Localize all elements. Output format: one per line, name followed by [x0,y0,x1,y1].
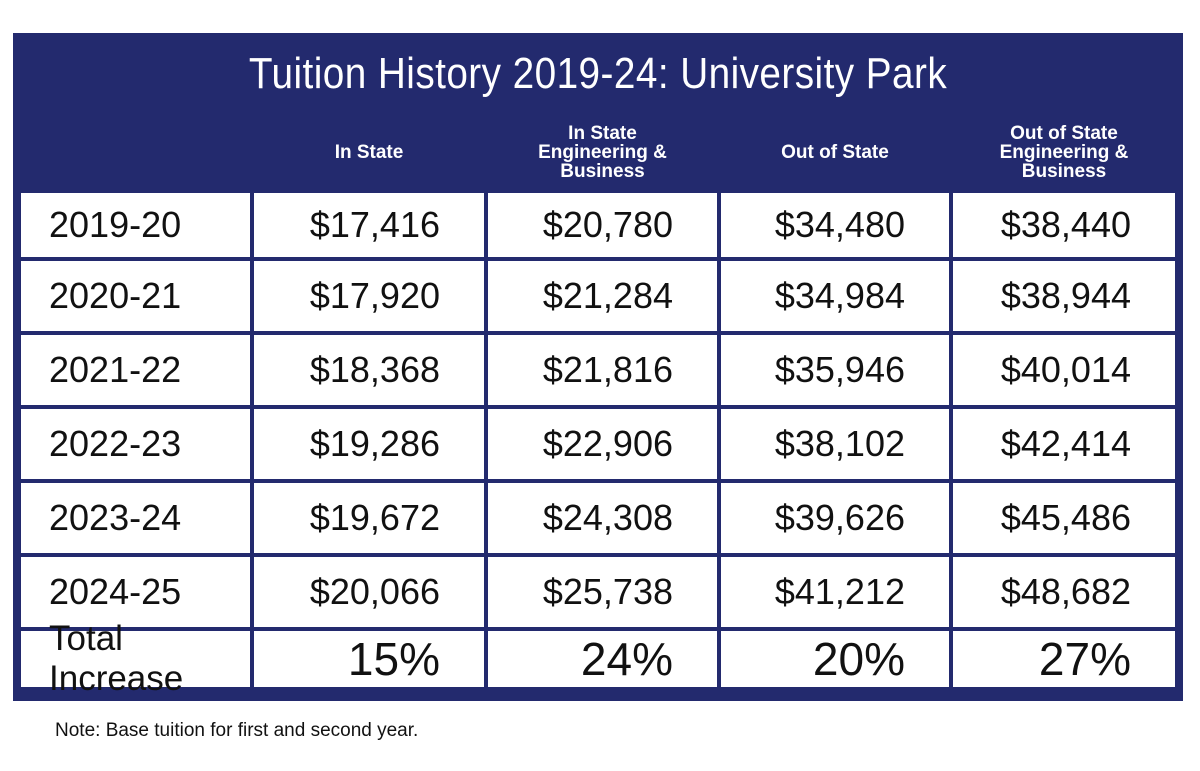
table-cell-value: $22,906 [488,409,717,479]
table-cell-value: $41,212 [721,557,949,627]
column-header: In State Engineering & Business [488,115,717,189]
table-cell-value: $19,672 [254,483,484,553]
table-cell-value: $34,984 [721,261,949,331]
total-increase-value: 27% [953,631,1175,687]
total-increase-label: Total Increase [21,619,250,698]
column-header-label: In State [334,141,404,163]
table-cell-value: $39,626 [721,483,949,553]
table-cell-value: $42,414 [953,409,1175,479]
total-increase-value: 24% [488,631,717,687]
total-increase-value: 15% [254,631,484,687]
table-cell-value: $17,416 [254,193,484,257]
row-year-label: 2022-23 [21,409,250,479]
table-grid: 2019-20 $17,416 $20,780 $34,480 $38,440 2020-… [21,189,1175,698]
table-cell-value: $18,368 [254,335,484,405]
table-cell-value: $19,286 [254,409,484,479]
column-header: Out of State [721,115,949,189]
table-title: Tuition History 2019-24: University Park [248,49,948,98]
row-year-label: 2024-25 [21,557,250,627]
row-year-label: 2023-24 [21,483,250,553]
column-header-label: Out of State Engineering & Business [999,122,1129,182]
table-cell-value: $35,946 [721,335,949,405]
table-cell-value: $21,816 [488,335,717,405]
column-header-label: Out of State [781,141,889,163]
table-cell-value: $21,284 [488,261,717,331]
table-cell-value: $24,308 [488,483,717,553]
table-frame: Tuition History 2019-24: University Park… [13,33,1183,701]
row-year-label: 2020-21 [21,261,250,331]
table-cell-value: $34,480 [721,193,949,257]
table-cell-value: $20,780 [488,193,717,257]
table-cell-value: $38,944 [953,261,1175,331]
table-cell-value: $48,682 [953,557,1175,627]
column-header-label: In State Engineering & Business [538,122,667,182]
table-cell-value: $38,440 [953,193,1175,257]
table-cell-value: $25,738 [488,557,717,627]
table-cell-value: $40,014 [953,335,1175,405]
total-increase-value: 20% [721,631,949,687]
table-cell-value: $20,066 [254,557,484,627]
row-year-label: 2021-22 [21,335,250,405]
row-year-label: 2019-20 [21,193,250,257]
table-cell-value: $17,920 [254,261,484,331]
footnote: Note: Base tuition for first and second … [55,720,419,741]
column-header: In State [254,115,484,189]
column-header: Out of State Engineering & Business [953,115,1175,189]
table-cell-value: $38,102 [721,409,949,479]
table-cell-value: $45,486 [953,483,1175,553]
